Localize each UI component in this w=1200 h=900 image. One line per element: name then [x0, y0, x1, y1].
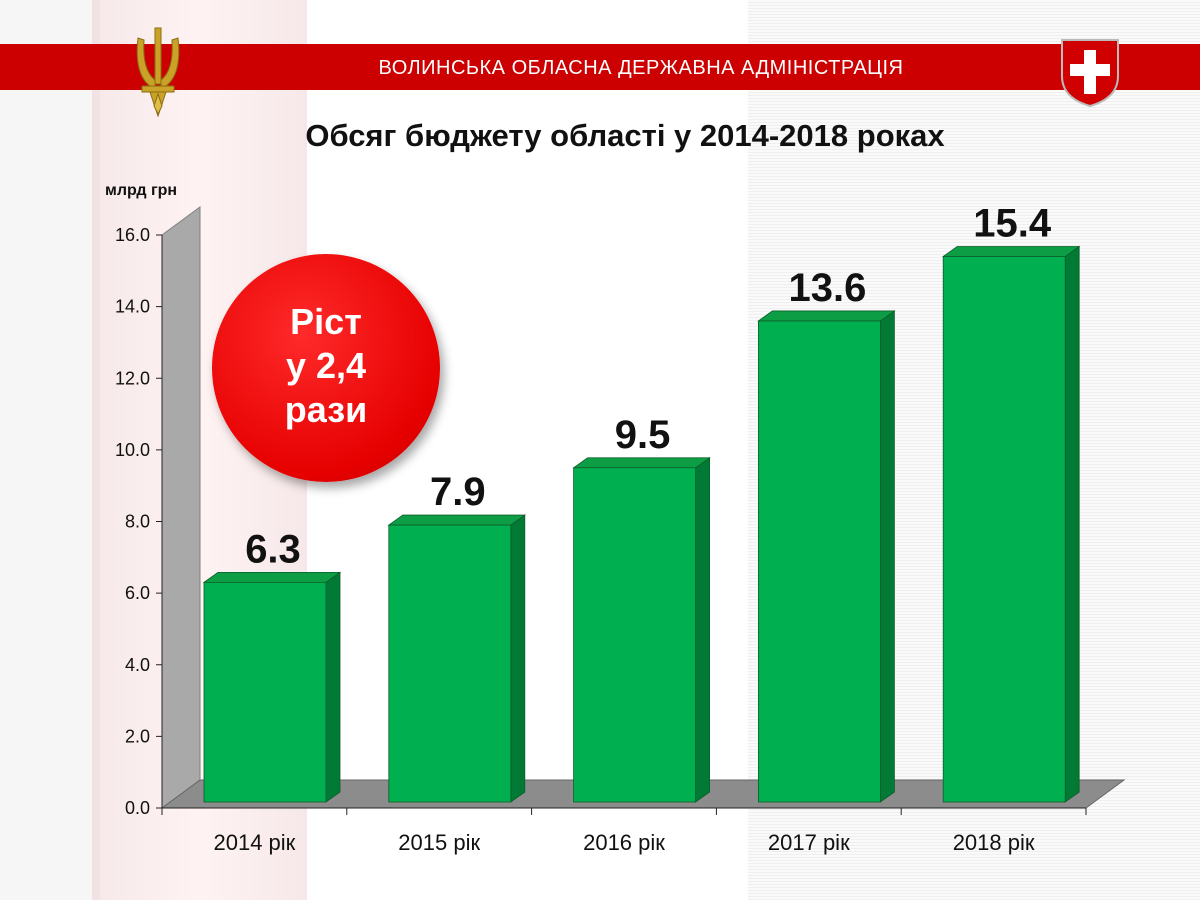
y-tick-label: 4.0 [125, 655, 150, 675]
bar-side-face [1064, 245, 1080, 803]
bar-top-face [757, 310, 896, 322]
y-tick-label: 8.0 [125, 512, 150, 532]
bar-top-face [202, 571, 342, 583]
bar-top-face [572, 457, 711, 469]
x-category-label: 2017 рік [768, 830, 850, 855]
bar-side-face [880, 310, 895, 803]
bar-data-label: 6.3 [245, 527, 301, 571]
header-organization-title: ВОЛИНСЬКА ОБЛАСНА ДЕРЖАВНА АДМІНІСТРАЦІЯ [378, 57, 904, 79]
y-tick-label: 14.0 [115, 297, 150, 317]
bar [573, 467, 696, 803]
bar-data-label: 9.5 [615, 413, 671, 457]
bar-side-face [695, 457, 710, 803]
y-tick-label: 12.0 [115, 368, 150, 388]
bar-data-label: 15.4 [973, 201, 1052, 245]
growth-callout-line3: рази [284, 389, 368, 430]
x-category-label: 2015 рік [398, 830, 480, 855]
bar-side-face [510, 514, 526, 803]
x-category-label: 2016 рік [583, 830, 665, 855]
y-tick-label: 10.0 [115, 440, 150, 460]
trident-icon [136, 27, 180, 118]
bar-data-label: 13.6 [788, 266, 866, 310]
header-band [0, 44, 1200, 90]
chart-back-wall [161, 206, 201, 809]
growth-callout-line1: Ріст [290, 301, 362, 342]
bar [942, 256, 1066, 803]
background-left-panel [0, 0, 100, 900]
bar-side-face [325, 571, 341, 803]
x-category-label: 2018 рік [953, 830, 1035, 855]
bar [388, 524, 512, 803]
bar-top-face [941, 246, 1081, 257]
y-tick-label: 16.0 [115, 225, 150, 245]
bar-top-face [387, 514, 527, 526]
bar [203, 581, 327, 803]
y-tick-label: 0.0 [125, 798, 150, 818]
growth-callout-line2: у 2,4 [285, 345, 367, 386]
y-tick-label: 2.0 [125, 726, 150, 746]
x-category-label: 2014 рік [213, 830, 295, 855]
bar-data-label: 7.9 [430, 470, 486, 514]
bar [758, 320, 881, 803]
chart-title: Обсяг бюджету області у 2014-2018 роках [305, 118, 945, 153]
growth-callout: Ріст у 2,4 рази [212, 254, 440, 482]
y-axis-unit-label: млрд грн [105, 182, 178, 199]
coat-of-arms-icon [1061, 39, 1119, 108]
y-tick-label: 6.0 [125, 583, 150, 603]
